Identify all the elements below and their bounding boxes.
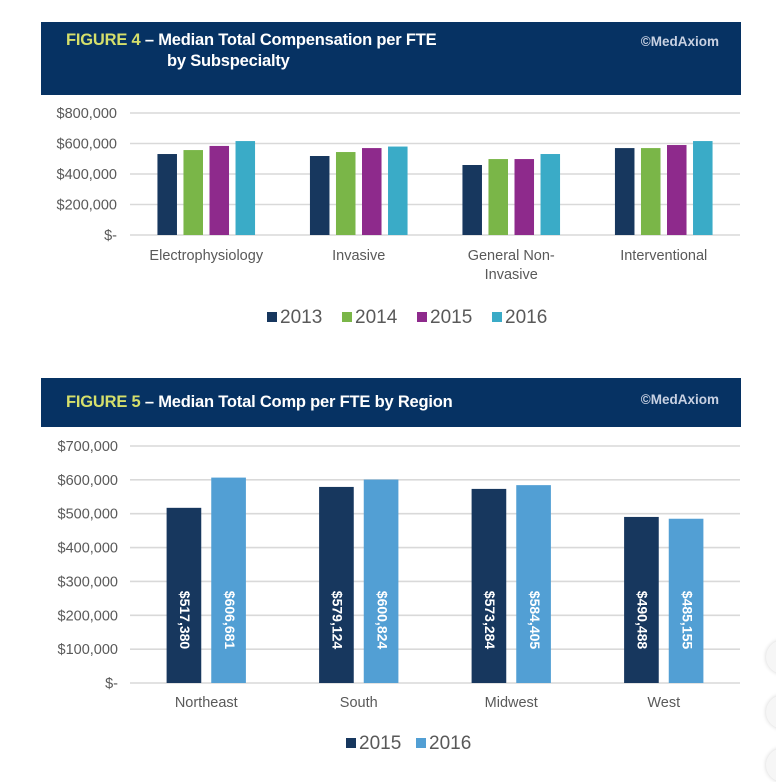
data-label: $573,284 bbox=[482, 591, 498, 650]
bar-2016-northeast bbox=[211, 477, 246, 683]
x-category-label: Invasive bbox=[485, 267, 538, 283]
figure-4-title-dash: – bbox=[140, 31, 159, 49]
y-tick-label: $200,000 bbox=[58, 608, 118, 624]
data-label: $606,681 bbox=[222, 591, 238, 650]
bar-2015-northeast bbox=[166, 507, 202, 683]
bar-2016-south bbox=[363, 479, 399, 683]
bar-2014-interventional bbox=[640, 148, 661, 235]
bar-2015-invasive bbox=[362, 148, 382, 235]
data-label: $490,488 bbox=[635, 591, 651, 650]
figure-4-number: FIGURE 4 bbox=[66, 31, 141, 49]
legend-label-2016: 2016 bbox=[429, 733, 471, 754]
legend-swatch-2014 bbox=[342, 312, 352, 322]
x-category-label: Northeast bbox=[175, 695, 238, 711]
figure-5-brand: ©MedAxiom bbox=[640, 392, 719, 407]
x-category-label: South bbox=[340, 695, 378, 711]
figure-5-header: FIGURE 5 – Median Total Comp per FTE by … bbox=[41, 378, 741, 427]
bar-2015-general-non-invasive bbox=[514, 159, 535, 235]
figure-5-title: FIGURE 5 – Median Total Comp per FTE by … bbox=[66, 392, 453, 413]
bar-2016-interventional bbox=[693, 141, 713, 235]
legend-label-2015: 2015 bbox=[430, 307, 472, 328]
bar-2016-west bbox=[668, 518, 704, 683]
y-tick-label: $- bbox=[104, 228, 117, 244]
legend-label-2014: 2014 bbox=[355, 307, 398, 328]
bar-2015-electrophysiology bbox=[209, 145, 230, 235]
x-category-label: Invasive bbox=[332, 248, 385, 264]
figure-4-title: FIGURE 4 – Median Total Compensation per… bbox=[66, 30, 437, 72]
y-tick-label: $- bbox=[105, 676, 118, 692]
bar-2014-invasive bbox=[335, 152, 356, 235]
bar-2013-interventional bbox=[614, 148, 635, 235]
bar-2013-electrophysiology bbox=[157, 154, 177, 235]
bar-2015-interventional bbox=[667, 145, 687, 235]
bar-2015-south bbox=[319, 486, 354, 683]
y-tick-label: $500,000 bbox=[58, 507, 118, 523]
y-tick-label: $300,000 bbox=[58, 574, 118, 590]
floating-action-button[interactable] bbox=[766, 748, 776, 782]
data-label: $584,405 bbox=[527, 591, 543, 650]
bar-2016-general-non-invasive bbox=[540, 154, 561, 235]
legend-label-2013: 2013 bbox=[280, 307, 322, 328]
figure-4-brand: ©MedAxiom bbox=[640, 34, 719, 49]
x-category-label: West bbox=[647, 695, 680, 711]
x-category-label: Midwest bbox=[485, 695, 538, 711]
data-label: $579,124 bbox=[330, 591, 346, 650]
figure-4-title-line1: Median Total Compensation per FTE bbox=[158, 31, 437, 49]
figure-5-title-line1: Median Total Comp per FTE by Region bbox=[158, 393, 453, 411]
legend-swatch-2013 bbox=[267, 312, 277, 322]
legend-swatch-2015 bbox=[417, 312, 427, 322]
y-tick-label: $200,000 bbox=[57, 198, 117, 214]
floating-action-button[interactable] bbox=[766, 695, 776, 729]
legend-swatch-2015 bbox=[346, 738, 356, 748]
data-label: $517,380 bbox=[177, 591, 193, 650]
bar-2016-invasive bbox=[388, 146, 408, 235]
bar-2016-electrophysiology bbox=[235, 141, 256, 235]
legend-swatch-2016 bbox=[416, 738, 426, 748]
floating-action-button[interactable] bbox=[766, 640, 776, 674]
data-label: $485,155 bbox=[679, 591, 695, 650]
bar-2014-general-non-invasive bbox=[488, 159, 508, 235]
y-tick-label: $400,000 bbox=[58, 541, 118, 557]
figure-5-title-dash: – bbox=[140, 393, 159, 411]
bar-2014-electrophysiology bbox=[183, 150, 203, 235]
y-tick-label: $700,000 bbox=[58, 439, 118, 455]
legend-label-2015: 2015 bbox=[359, 733, 401, 754]
legend-label-2016: 2016 bbox=[505, 307, 547, 328]
bar-2015-west bbox=[624, 516, 659, 683]
y-tick-label: $100,000 bbox=[58, 642, 118, 658]
bar-2015-midwest bbox=[471, 488, 507, 683]
bar-2013-invasive bbox=[309, 156, 330, 235]
figure-4-header: FIGURE 4 – Median Total Compensation per… bbox=[41, 22, 741, 95]
y-tick-label: $600,000 bbox=[57, 137, 117, 153]
x-category-label: Electrophysiology bbox=[149, 248, 263, 264]
figure-4-title-line2: by Subspecialty bbox=[167, 52, 290, 70]
y-tick-label: $400,000 bbox=[57, 167, 117, 183]
legend-swatch-2016 bbox=[492, 312, 502, 322]
bar-2013-general-non-invasive bbox=[462, 165, 482, 235]
y-tick-label: $600,000 bbox=[58, 473, 118, 489]
x-category-label: General Non- bbox=[468, 248, 555, 264]
x-category-label: Interventional bbox=[620, 248, 707, 264]
y-tick-label: $800,000 bbox=[57, 106, 117, 122]
bar-2016-midwest bbox=[516, 485, 551, 683]
data-label: $600,824 bbox=[374, 591, 390, 650]
figure-5-number: FIGURE 5 bbox=[66, 393, 141, 411]
